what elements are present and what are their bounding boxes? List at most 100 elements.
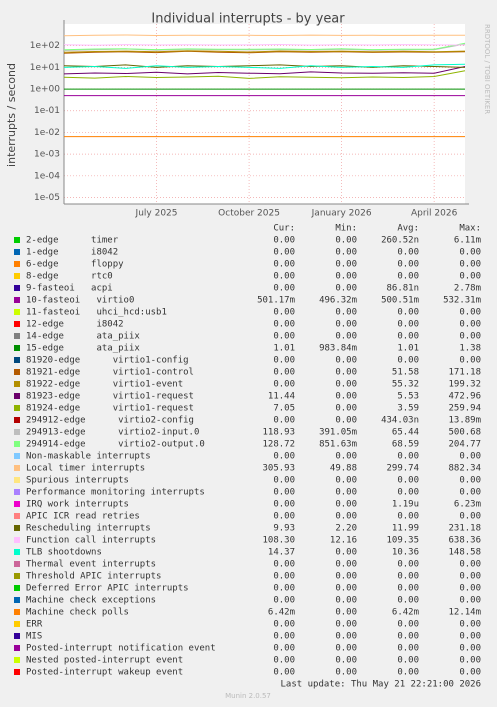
legend-swatch — [14, 525, 20, 531]
legend-stat: 0.00 — [459, 512, 481, 522]
series-line — [63, 66, 466, 75]
legend-label: TLB shootdowns — [26, 548, 102, 558]
legend-swatch — [14, 465, 20, 471]
legend-swatch — [14, 309, 20, 315]
legend-label: Function call interrupts — [26, 536, 156, 546]
legend-stat: 0.00 — [335, 608, 357, 618]
y-tick-label: 1e-04 — [34, 171, 60, 181]
legend-stat: 0.00 — [273, 560, 295, 570]
legend-stat: 0.00 — [459, 632, 481, 642]
y-axis-label: interrupts / second — [5, 63, 18, 167]
legend-stat: 49.88 — [330, 464, 357, 474]
legend-stat: 496.32m — [319, 296, 357, 306]
legend-stat: 0.00 — [397, 572, 419, 582]
legend-swatch — [14, 321, 20, 327]
legend-label: 294913-edge virtio2-input.0 — [26, 428, 199, 438]
legend-swatch — [14, 261, 20, 267]
y-tick-label: 1e-02 — [34, 128, 60, 138]
legend-stat: 6.23m — [454, 500, 481, 510]
chart-title: Individual interrupts - by year — [151, 12, 345, 27]
legend-stat: 86.81n — [386, 284, 419, 294]
legend-swatch — [14, 657, 20, 663]
legend-stat: 0.00 — [459, 320, 481, 330]
legend-stat: 0.00 — [273, 668, 295, 678]
legend-stat: 0.00 — [397, 632, 419, 642]
legend-stat: 0.00 — [397, 656, 419, 666]
legend-stat: 199.32 — [448, 380, 481, 390]
legend-label: APIC ICR read retries — [26, 512, 140, 522]
legend-stat: 0.00 — [397, 476, 419, 486]
legend-stat: 0.00 — [459, 644, 481, 654]
legend-stat: 391.05m — [319, 428, 357, 438]
legend-label: Nested posted-interrupt event — [26, 656, 183, 666]
legend-stat: 0.00 — [335, 488, 357, 498]
legend-stat: 500.68 — [448, 428, 481, 438]
legend-swatch — [14, 333, 20, 339]
legend-stat: 0.00 — [335, 668, 357, 678]
legend-stat: 0.00 — [273, 308, 295, 318]
legend-swatch — [14, 369, 20, 375]
legend-stat: 51.58 — [392, 368, 419, 378]
legend-stat: 0.00 — [273, 356, 295, 366]
x-tick-label: July 2025 — [135, 209, 178, 219]
legend-stat: 882.34 — [448, 464, 481, 474]
legend-label: Posted-interrupt wakeup event — [26, 668, 183, 678]
legend-stat: 0.00 — [273, 656, 295, 666]
legend-stat: 0.00 — [273, 248, 295, 258]
legend-stat: 12.14m — [448, 608, 481, 618]
legend-stat: 5.53 — [397, 392, 419, 402]
series-line — [63, 43, 466, 46]
legend-stat: 0.00 — [335, 452, 357, 462]
legend-stat: 0.00 — [397, 452, 419, 462]
legend-stat: 0.00 — [335, 236, 357, 246]
legend-stat: 0.00 — [335, 644, 357, 654]
y-tick-label: 1e+00 — [30, 85, 61, 95]
legend-stat: 6.42m — [268, 608, 295, 618]
legend-stat: 65.44 — [392, 428, 419, 438]
plot-area — [64, 24, 465, 204]
legend-stat: 0.00 — [335, 272, 357, 282]
legend-stat: 0.00 — [459, 560, 481, 570]
legend-stat: 0.00 — [335, 548, 357, 558]
legend-stat: 532.31m — [443, 296, 481, 306]
last-update: Last update: Thu May 21 22:21:00 2026 — [281, 680, 481, 690]
legend-stat: 0.00 — [335, 380, 357, 390]
legend-label: 81923-edge virtio1-request — [26, 392, 194, 402]
legend-stat: 148.58 — [448, 548, 481, 558]
legend-stat: 299.74 — [386, 464, 419, 474]
series-line — [63, 50, 466, 54]
legend-label: 15-edge ata_piix — [26, 344, 140, 354]
x-tick-label: January 2026 — [311, 209, 372, 219]
legend-stat: 500.51m — [381, 296, 419, 306]
y-tick-label: 1e+01 — [30, 63, 60, 73]
legend-swatch — [14, 477, 20, 483]
legend-label: 81920-edge virtio1-config — [26, 356, 189, 366]
legend-stat: 231.18 — [448, 524, 481, 534]
legend-stat: 0.00 — [335, 368, 357, 378]
legend-stat: 472.96 — [448, 392, 481, 402]
legend-stat: 0.00 — [273, 272, 295, 282]
series-line — [63, 70, 466, 79]
legend-stat: 1.19u — [392, 500, 419, 510]
legend-stat: 0.00 — [397, 488, 419, 498]
y-tick-label: 1e+02 — [30, 41, 60, 51]
legend-stat: 0.00 — [335, 260, 357, 270]
legend-stat: 55.32 — [392, 380, 419, 390]
legend-stat: 3.59 — [397, 404, 419, 414]
legend-stat: 0.00 — [335, 572, 357, 582]
legend-stat: 0.00 — [273, 512, 295, 522]
legend-stat: 0.00 — [335, 248, 357, 258]
legend-label: 81924-edge virtio1-request — [26, 404, 194, 414]
legend-stat: 171.18 — [448, 368, 481, 378]
legend-label: 81921-edge virtio1-control — [26, 368, 194, 378]
legend-label: Rescheduling interrupts — [26, 524, 151, 534]
legend-stat: 0.00 — [273, 236, 295, 246]
legend-label: IRQ work interrupts — [26, 500, 129, 510]
legend-label: 11-fasteoi uhci_hcd:usb1 — [26, 308, 167, 318]
legend-stat: 0.00 — [459, 572, 481, 582]
legend-stat: 434.03n — [381, 416, 419, 426]
legend-stat: 10.36 — [392, 548, 419, 558]
legend-stat: 0.00 — [397, 332, 419, 342]
legend-label: ERR — [26, 620, 43, 630]
legend-swatch — [14, 537, 20, 543]
